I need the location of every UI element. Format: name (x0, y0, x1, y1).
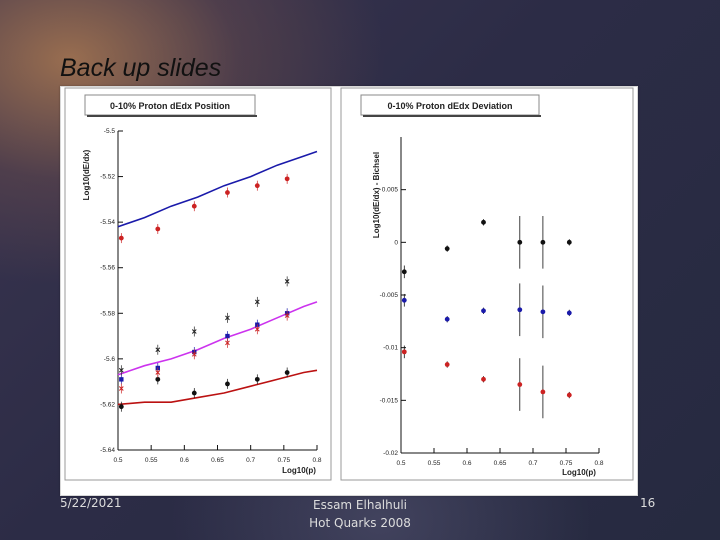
right-series-1-point (401, 297, 407, 303)
left-series-0-point (284, 176, 290, 182)
right-ytick-label: -0.015 (380, 397, 399, 404)
left-ytick-label: -5.64 (100, 447, 115, 454)
left-series-3-point (284, 279, 290, 284)
left-series-4-point (118, 386, 124, 391)
right-ytick-label: -0.005 (380, 292, 399, 299)
right-series-0-point (540, 239, 546, 245)
left-ytick-label: -5.6 (104, 356, 116, 363)
left-ytick-label: -5.62 (100, 401, 115, 408)
right-x-axis-label: Log10(p) (562, 468, 596, 477)
footer-author-name: Essam Elhalhuli (312, 498, 408, 512)
right-plot-axes: -0.02 -0.015 -0.01 -0.005 0 0.005 0.5 0.55 0.6 0… (372, 137, 604, 477)
left-plot-title: 0-10% Proton dEdx Position (110, 101, 230, 111)
right-series-1-point (481, 308, 486, 314)
right-series-0-point (401, 269, 407, 275)
left-series-2-point (254, 376, 260, 382)
right-series-2-point (401, 349, 407, 355)
plots-canvas: 0-10% Proton dEdx Position 0-10% Proton … (64, 87, 634, 481)
left-ytick-label: -5.58 (100, 310, 115, 317)
left-curve-0 (117, 150, 318, 228)
left-xtick-label: 0.7 (246, 457, 255, 464)
left-series-1-point (225, 333, 230, 339)
right-series-0-point (444, 246, 450, 252)
footer-event: Hot Quarks 2008 (309, 516, 411, 530)
right-panel-frame (340, 87, 634, 481)
left-xtick-label: 0.5 (113, 457, 122, 464)
left-series-2-point (225, 381, 230, 387)
right-ytick-label: -0.01 (383, 345, 398, 352)
footer-date: 5/22/2021 (60, 496, 122, 510)
left-xtick-label: 0.8 (312, 457, 321, 464)
left-series-0-point (155, 226, 161, 232)
left-xtick-label: 0.65 (211, 457, 224, 464)
left-series-3-point (254, 299, 260, 305)
left-xtick-label: 0.75 (278, 457, 291, 464)
left-series-2-point (155, 376, 161, 382)
slide-title: Back up slides (60, 54, 222, 82)
right-xtick-label: 0.55 (428, 460, 441, 467)
right-series-2-point (540, 389, 546, 395)
left-series-2-point (284, 370, 290, 375)
left-ytick-label: -5.5 (104, 128, 116, 135)
right-series-2-point (566, 392, 572, 398)
right-series-0-point (481, 219, 486, 225)
left-series-0-point (225, 190, 230, 195)
right-series-1-point (444, 316, 450, 322)
left-series-2-point (118, 404, 124, 410)
right-xtick-label: 0.5 (396, 460, 405, 467)
left-ytick-label: -5.56 (100, 265, 115, 272)
right-series-2-point (517, 382, 523, 387)
left-series-2-point (191, 390, 197, 396)
right-series-1-point (566, 310, 572, 316)
left-curve-1 (117, 301, 318, 376)
right-series-0-point (566, 239, 572, 245)
left-series-0-point (254, 183, 260, 189)
left-series-4-point (155, 370, 161, 375)
right-ytick-label: -0.02 (383, 450, 398, 457)
right-xtick-label: 0.7 (528, 460, 537, 467)
left-series-3-point (118, 367, 124, 373)
right-series-0-point (517, 239, 523, 245)
right-series-2-point (481, 376, 486, 382)
left-xtick-label: 0.55 (145, 457, 158, 464)
left-series-0-point (118, 235, 124, 241)
left-series-0-point (191, 203, 197, 209)
left-ytick-label: -5.52 (100, 174, 115, 181)
left-series-4-point (254, 326, 260, 332)
plot-figure: 0-10% Proton dEdx Position 0-10% Proton … (60, 86, 638, 496)
left-series-3-point (155, 347, 161, 353)
left-y-axis-label: Log10(dE/dx) (82, 149, 91, 200)
left-series-3-point (191, 329, 197, 334)
right-series-1-point (540, 309, 546, 315)
left-series-4-point (225, 340, 230, 346)
right-ytick-label: 0 (394, 239, 398, 246)
slide-number: 16 (640, 496, 656, 510)
left-curve-2 (117, 369, 318, 406)
left-xtick-label: 0.6 (180, 457, 189, 464)
footer-author: Essam Elhalhuli Hot Quarks 2008 (300, 496, 420, 532)
right-series-2-point (444, 362, 450, 367)
left-series-1-point (119, 377, 124, 382)
right-y-axis-label: Log10(dE/dx) - Bichsel (372, 152, 381, 238)
left-series-4-point (191, 351, 197, 357)
left-plot-axes: -5.64 -5.62 -5.6 -5.58 -5.56 -5.54 -5.52 -5.5 0… (82, 128, 322, 475)
right-xtick-label: 0.6 (462, 460, 471, 467)
left-panel-frame (64, 87, 332, 481)
right-xtick-label: 0.8 (594, 460, 603, 467)
right-series-1-point (517, 307, 523, 313)
right-xtick-label: 0.75 (560, 460, 573, 467)
left-series-4-point (284, 313, 290, 318)
right-plot-title: 0-10% Proton dEdx Deviation (387, 101, 512, 111)
left-ytick-label: -5.54 (100, 219, 115, 226)
right-ytick-label: 0.005 (382, 187, 399, 194)
left-x-axis-label: Log10(p) (282, 466, 316, 475)
left-series-3-point (225, 315, 230, 321)
right-xtick-label: 0.65 (494, 460, 507, 467)
